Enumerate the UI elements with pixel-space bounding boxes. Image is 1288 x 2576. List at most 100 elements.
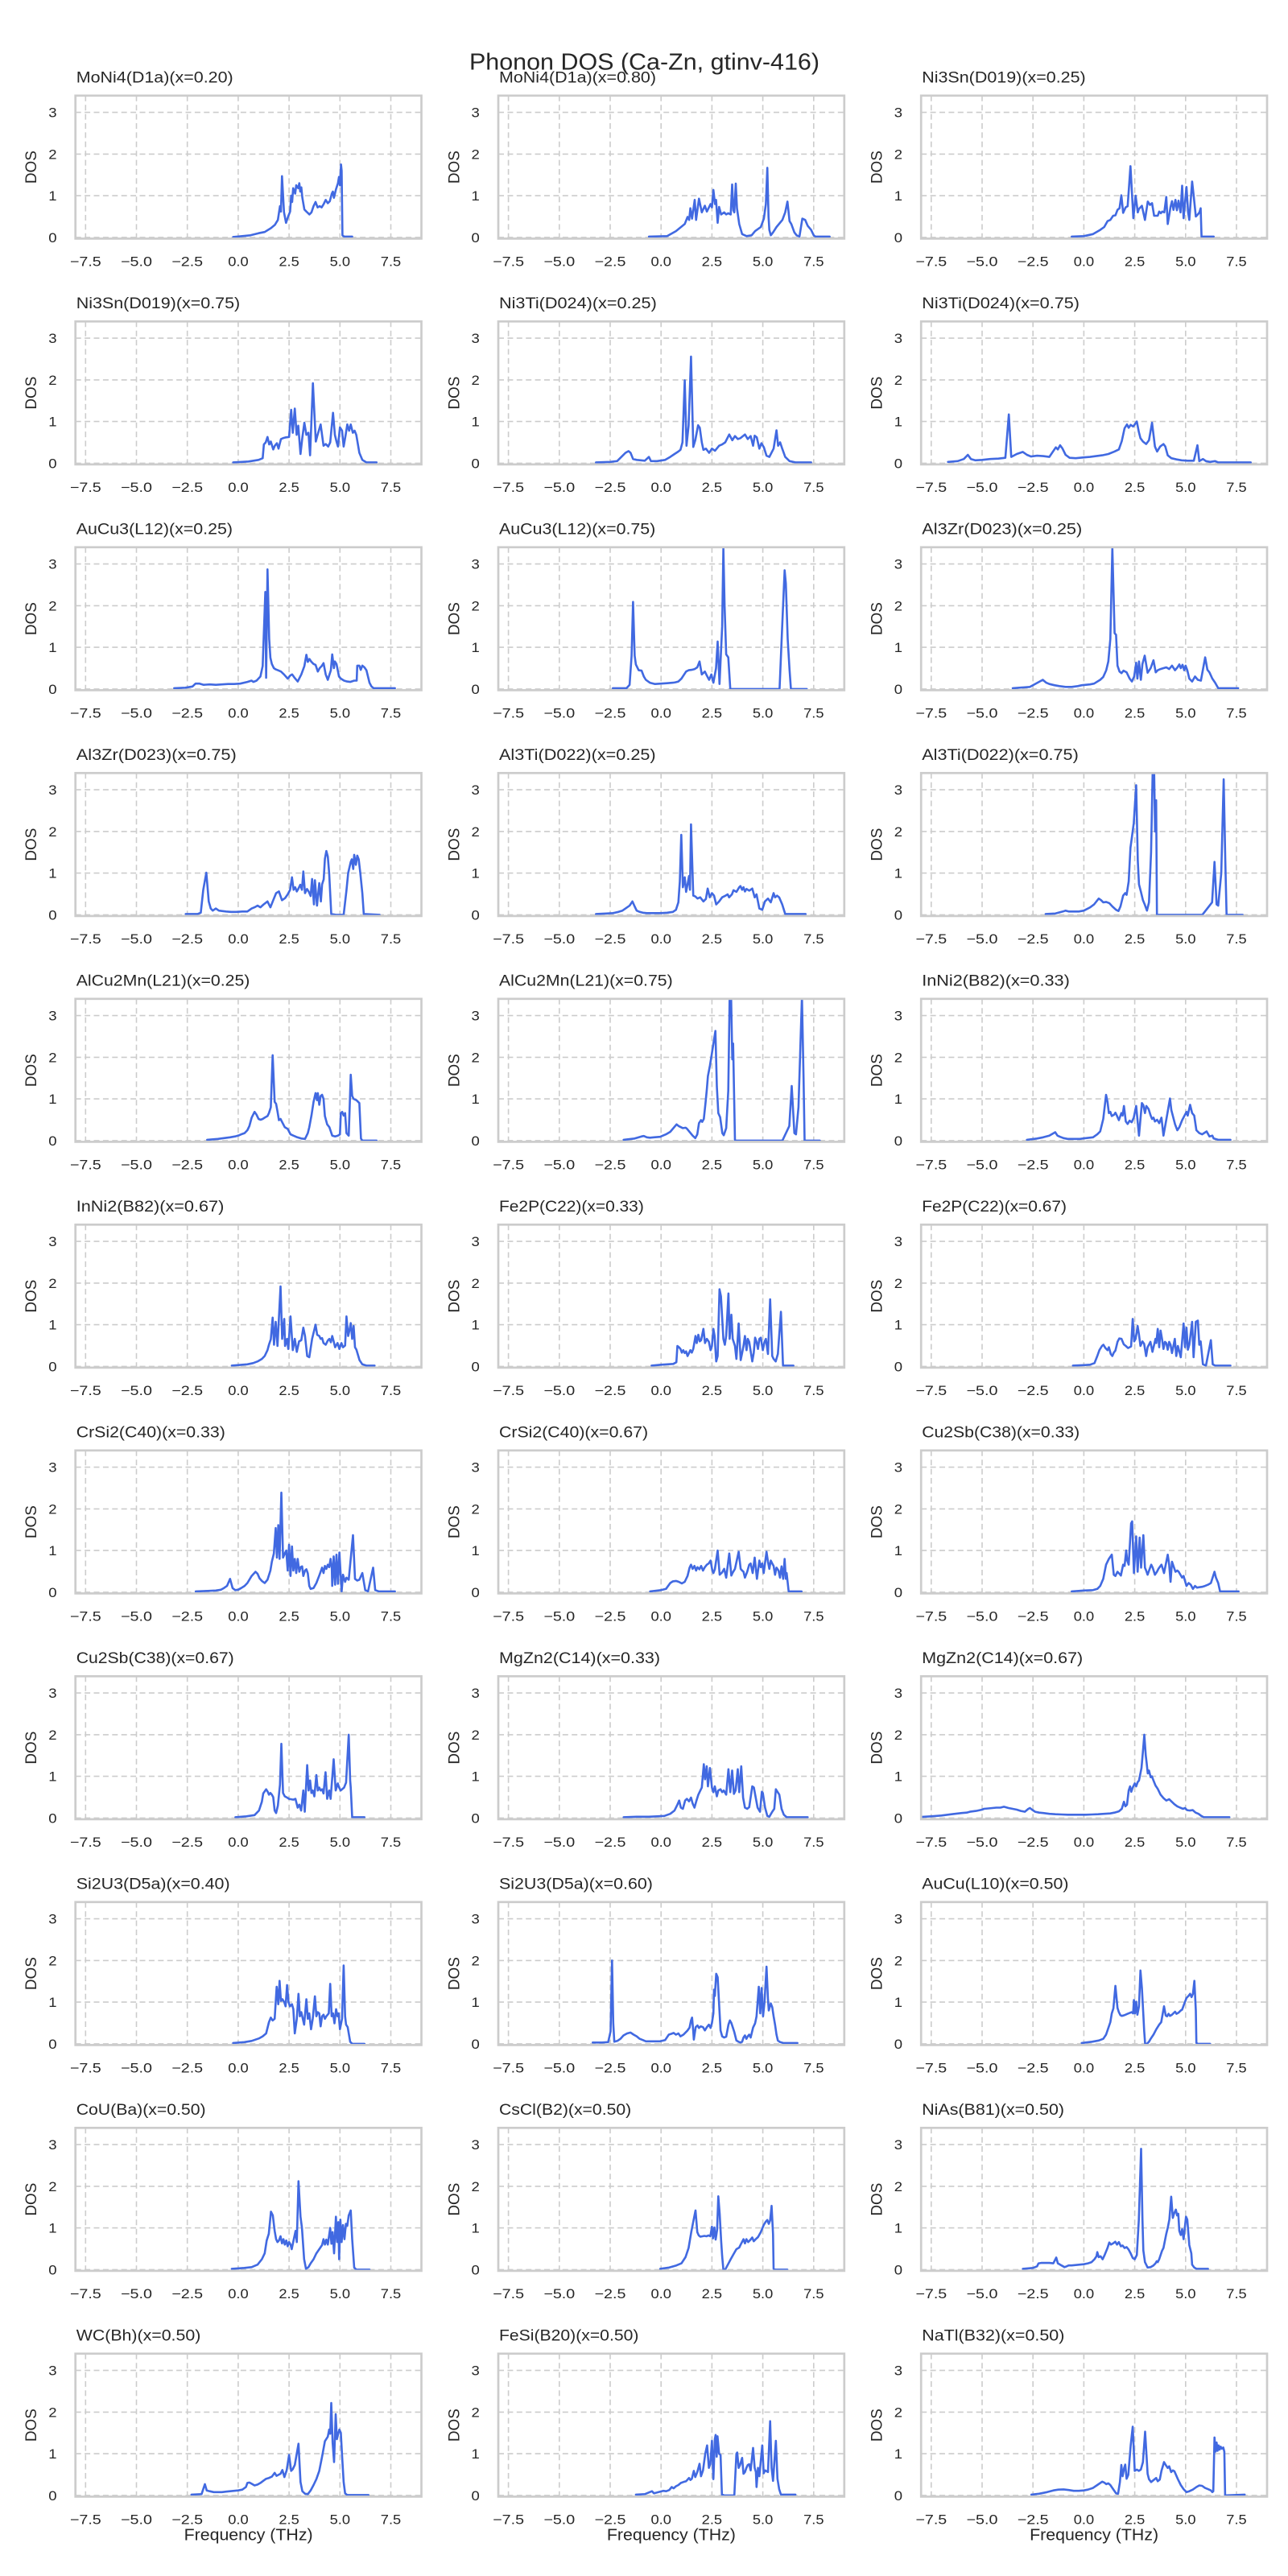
svg-text:0: 0 <box>48 1134 56 1149</box>
svg-text:−7.5: −7.5 <box>493 1835 524 1850</box>
svg-text:−5.0: −5.0 <box>543 254 575 269</box>
svg-text:AuCu3(L12)(x=0.75): AuCu3(L12)(x=0.75) <box>499 521 655 538</box>
svg-text:−2.5: −2.5 <box>1018 1835 1049 1850</box>
svg-text:DOS: DOS <box>447 2409 464 2442</box>
svg-text:1: 1 <box>472 1996 480 2010</box>
svg-text:0: 0 <box>48 1586 56 1600</box>
svg-text:−2.5: −2.5 <box>595 1158 626 1172</box>
svg-text:7.5: 7.5 <box>803 254 824 269</box>
svg-text:0.0: 0.0 <box>651 1384 671 1398</box>
svg-text:2: 2 <box>894 2180 902 2194</box>
svg-text:−5.0: −5.0 <box>543 932 575 947</box>
svg-text:−2.5: −2.5 <box>171 1384 203 1398</box>
svg-text:7.5: 7.5 <box>381 2512 401 2527</box>
svg-text:2.5: 2.5 <box>702 1384 722 1398</box>
svg-text:2: 2 <box>48 148 56 163</box>
svg-text:DOS: DOS <box>869 2409 886 2442</box>
svg-text:5.0: 5.0 <box>330 932 350 947</box>
svg-text:7.5: 7.5 <box>803 481 824 495</box>
svg-text:−2.5: −2.5 <box>1018 1158 1049 1172</box>
svg-text:−5.0: −5.0 <box>967 481 998 495</box>
svg-text:3: 3 <box>48 106 56 121</box>
svg-text:5.0: 5.0 <box>1175 481 1195 495</box>
svg-text:DOS: DOS <box>447 2183 464 2216</box>
svg-text:2.5: 2.5 <box>279 2512 299 2527</box>
svg-text:−2.5: −2.5 <box>595 2512 626 2527</box>
svg-text:3: 3 <box>472 106 480 121</box>
svg-text:7.5: 7.5 <box>803 1835 824 1850</box>
svg-text:−2.5: −2.5 <box>1018 1609 1049 1624</box>
svg-text:0: 0 <box>48 1360 56 1375</box>
svg-text:DOS: DOS <box>447 602 464 635</box>
svg-text:DOS: DOS <box>869 2183 886 2216</box>
svg-text:DOS: DOS <box>23 2409 40 2442</box>
svg-text:DOS: DOS <box>447 828 464 861</box>
svg-text:Al3Ti(D022)(x=0.75): Al3Ti(D022)(x=0.75) <box>922 747 1079 764</box>
svg-text:−5.0: −5.0 <box>967 2287 998 2301</box>
svg-text:−5.0: −5.0 <box>121 706 152 720</box>
svg-text:2: 2 <box>894 1503 902 1517</box>
svg-text:0: 0 <box>472 909 480 923</box>
svg-text:2.5: 2.5 <box>279 1384 299 1398</box>
svg-text:Fe2P(C22)(x=0.33): Fe2P(C22)(x=0.33) <box>499 1199 644 1216</box>
svg-text:−7.5: −7.5 <box>70 254 101 269</box>
svg-text:1: 1 <box>48 2222 56 2236</box>
svg-text:0: 0 <box>472 231 480 246</box>
svg-text:1: 1 <box>48 1770 56 1785</box>
svg-text:0: 0 <box>472 683 480 697</box>
svg-text:0.0: 0.0 <box>651 932 671 947</box>
svg-text:Si2U3(D5a)(x=0.40): Si2U3(D5a)(x=0.40) <box>76 1876 230 1893</box>
svg-text:−5.0: −5.0 <box>543 2287 575 2301</box>
svg-text:0.0: 0.0 <box>228 254 248 269</box>
svg-text:2.5: 2.5 <box>1125 1384 1145 1398</box>
svg-text:7.5: 7.5 <box>803 2512 824 2527</box>
svg-text:5.0: 5.0 <box>330 1609 350 1624</box>
svg-text:0.0: 0.0 <box>651 481 671 495</box>
svg-text:2: 2 <box>472 1503 480 1517</box>
svg-text:5.0: 5.0 <box>1175 1384 1195 1398</box>
svg-text:0.0: 0.0 <box>1074 2287 1094 2301</box>
svg-text:MgZn2(C14)(x=0.33): MgZn2(C14)(x=0.33) <box>499 1650 660 1667</box>
svg-text:−5.0: −5.0 <box>967 1158 998 1172</box>
svg-text:7.5: 7.5 <box>381 932 401 947</box>
svg-text:−7.5: −7.5 <box>915 481 947 495</box>
svg-text:−2.5: −2.5 <box>171 2512 203 2527</box>
svg-text:0: 0 <box>894 909 902 923</box>
svg-text:0.0: 0.0 <box>651 1609 671 1624</box>
svg-text:0.0: 0.0 <box>228 1158 248 1172</box>
svg-text:MoNi4(D1a)(x=0.20): MoNi4(D1a)(x=0.20) <box>76 69 233 86</box>
svg-text:−2.5: −2.5 <box>595 2061 626 2075</box>
svg-text:−5.0: −5.0 <box>121 2061 152 2075</box>
svg-text:−5.0: −5.0 <box>121 1835 152 1850</box>
svg-text:2: 2 <box>894 148 902 163</box>
svg-text:−2.5: −2.5 <box>1018 1384 1049 1398</box>
svg-text:−7.5: −7.5 <box>70 706 101 720</box>
svg-text:NiAs(B81)(x=0.50): NiAs(B81)(x=0.50) <box>922 2102 1064 2119</box>
svg-text:1: 1 <box>894 1544 902 1558</box>
svg-text:0: 0 <box>472 1360 480 1375</box>
svg-text:Ni3Ti(D024)(x=0.75): Ni3Ti(D024)(x=0.75) <box>922 295 1080 312</box>
svg-text:2: 2 <box>48 1728 56 1743</box>
svg-text:−5.0: −5.0 <box>967 2061 998 2075</box>
svg-text:DOS: DOS <box>869 377 886 410</box>
svg-text:3: 3 <box>894 106 902 121</box>
svg-text:0: 0 <box>894 1360 902 1375</box>
svg-text:0.0: 0.0 <box>1074 1609 1094 1624</box>
svg-text:1: 1 <box>472 2222 480 2236</box>
svg-text:Frequency (THz): Frequency (THz) <box>607 2526 736 2544</box>
svg-text:1: 1 <box>48 641 56 655</box>
svg-text:2.5: 2.5 <box>279 1158 299 1172</box>
svg-text:1: 1 <box>48 867 56 881</box>
svg-text:1: 1 <box>894 867 902 881</box>
svg-text:AuCu(L10)(x=0.50): AuCu(L10)(x=0.50) <box>922 1876 1068 1893</box>
svg-text:3: 3 <box>472 558 480 572</box>
svg-text:−7.5: −7.5 <box>493 481 524 495</box>
svg-text:−5.0: −5.0 <box>967 932 998 947</box>
svg-text:Frequency (THz): Frequency (THz) <box>184 2526 313 2544</box>
svg-text:5.0: 5.0 <box>1175 932 1195 947</box>
svg-text:1: 1 <box>894 641 902 655</box>
svg-text:DOS: DOS <box>869 1280 886 1313</box>
svg-text:DOS: DOS <box>23 1054 40 1087</box>
svg-text:−2.5: −2.5 <box>1018 2512 1049 2527</box>
svg-text:−7.5: −7.5 <box>70 1835 101 1850</box>
